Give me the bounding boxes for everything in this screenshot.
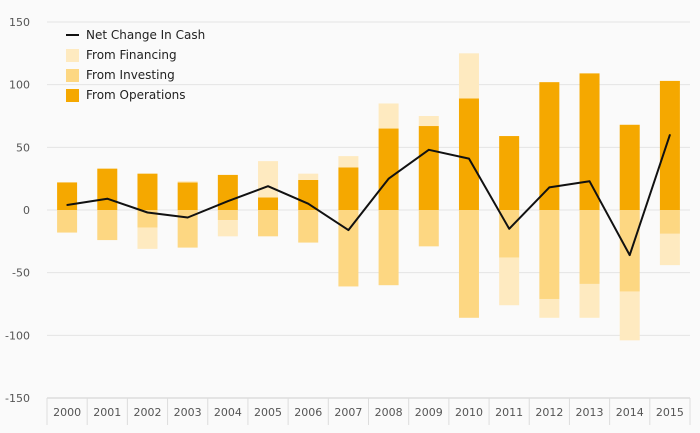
legend-label: From Financing [86, 48, 177, 62]
bar-from-investing-2009 [418, 210, 439, 247]
bar-from-operations-2007 [338, 167, 359, 210]
bar-from-investing-2000 [57, 210, 78, 233]
x-tick-label: 2003 [174, 406, 202, 419]
x-tick-label: 2012 [535, 406, 563, 419]
net-change-point-2005 [267, 185, 269, 187]
x-tick-label: 2006 [294, 406, 322, 419]
bar-from-operations-2004 [217, 174, 238, 210]
bar-from-financing-2004 [217, 220, 238, 237]
net-change-point-2001 [106, 197, 109, 200]
bar-from-financing-2013 [579, 283, 600, 318]
x-tick-label: 2011 [495, 406, 523, 419]
x-tick-label: 2014 [616, 406, 644, 419]
bar-from-investing-2001 [97, 210, 118, 241]
bar-from-financing-2006 [298, 173, 319, 180]
bar-from-operations-2000 [57, 182, 78, 210]
net-change-point-2013 [588, 180, 591, 182]
x-tick-label: 2007 [334, 406, 362, 419]
bar-from-financing-2015 [659, 233, 680, 266]
bar-from-investing-2013 [579, 210, 600, 284]
bar-from-investing-2007 [338, 210, 359, 287]
bar-from-investing-2012 [539, 210, 560, 299]
net-change-point-2015 [669, 134, 671, 136]
bar-from-investing-2014 [619, 210, 640, 292]
net-change-point-2002 [146, 211, 149, 214]
bar-from-operations-2011 [499, 136, 520, 210]
net-change-point-2007 [347, 229, 350, 231]
legend-label: From Investing [86, 68, 175, 82]
bar-from-investing-2002 [137, 210, 158, 228]
net-change-point-2012 [548, 186, 551, 189]
bar-from-financing-2003 [177, 181, 198, 183]
bar-from-investing-2015 [659, 210, 680, 234]
net-change-point-2000 [66, 204, 68, 206]
bar-from-investing-2003 [177, 210, 198, 248]
x-tick-label: 2015 [656, 406, 684, 419]
net-change-point-2006 [307, 202, 310, 205]
bar-from-investing-2008 [378, 210, 399, 286]
bar-from-financing-2014 [619, 291, 640, 341]
legend-label: Net Change In Cash [86, 28, 205, 42]
bar-from-operations-2008 [378, 128, 399, 210]
x-tick-label: 2010 [455, 406, 483, 419]
bar-from-operations-2014 [619, 124, 640, 210]
y-tick-label: -100 [5, 329, 30, 342]
bar-from-financing-2012 [539, 298, 560, 318]
bar-from-investing-2010 [458, 210, 479, 318]
bar-from-operations-2013 [579, 73, 600, 211]
bars [57, 53, 680, 341]
bar-from-financing-2002 [137, 227, 158, 249]
net-change-point-2010 [468, 157, 470, 160]
legend-label: From Operations [86, 88, 186, 102]
x-tick-label: 2013 [576, 406, 604, 419]
bar-from-financing-2005 [258, 161, 279, 198]
legend-swatch [66, 49, 79, 62]
bar-from-operations-2005 [258, 197, 279, 210]
bar-from-investing-2006 [298, 210, 319, 243]
legend: Net Change In Cash From Financing From Inv… [66, 28, 205, 102]
bar-from-operations-2001 [97, 168, 118, 210]
bar-from-operations-2010 [458, 98, 479, 210]
bar-from-operations-2015 [659, 80, 680, 210]
bar-from-financing-2007 [338, 156, 359, 168]
bar-from-operations-2002 [137, 173, 158, 210]
x-tick-label: 2002 [133, 406, 161, 419]
bar-from-investing-2005 [258, 210, 279, 237]
bar-from-financing-2011 [499, 257, 520, 306]
net-change-point-2008 [387, 177, 390, 180]
bar-from-financing-2010 [458, 53, 479, 99]
y-tick-label: 150 [9, 16, 30, 29]
bar-from-investing-2004 [217, 210, 238, 221]
net-change-point-2011 [508, 228, 510, 230]
bar-from-financing-2008 [378, 103, 399, 129]
x-tick-label: 2004 [214, 406, 242, 419]
bar-from-operations-2006 [298, 179, 319, 210]
net-change-point-2003 [186, 216, 189, 219]
x-tick-label: 2005 [254, 406, 282, 419]
y-axis: 150 100 50 0 -50 -100 -150 [5, 16, 30, 405]
bar-from-operations-2003 [177, 182, 198, 210]
bar-from-financing-2009 [418, 116, 439, 127]
y-tick-label: -50 [12, 267, 30, 280]
net-change-line [66, 134, 671, 257]
x-tick-label: 2009 [415, 406, 443, 419]
x-axis: 2000 2001 2002 2003 2004 2005 2006 2007 2008 2009… [46, 397, 691, 425]
y-tick-label: 0 [23, 204, 30, 217]
net-change-point-2004 [227, 200, 229, 203]
y-tick-label: 50 [16, 141, 30, 154]
bar-from-operations-2009 [418, 126, 439, 210]
x-tick-label: 2000 [53, 406, 81, 419]
net-change-point-2009 [427, 149, 430, 151]
y-tick-label: 100 [9, 79, 30, 92]
net-change-polyline [66, 134, 671, 257]
legend-swatch [66, 89, 79, 102]
x-tick-label: 2008 [375, 406, 403, 419]
net-change-point-2014 [628, 254, 631, 256]
legend-swatch [66, 69, 79, 82]
y-tick-label: -150 [5, 392, 30, 405]
x-tick-label: 2001 [93, 406, 121, 419]
bar-from-operations-2012 [539, 82, 560, 210]
